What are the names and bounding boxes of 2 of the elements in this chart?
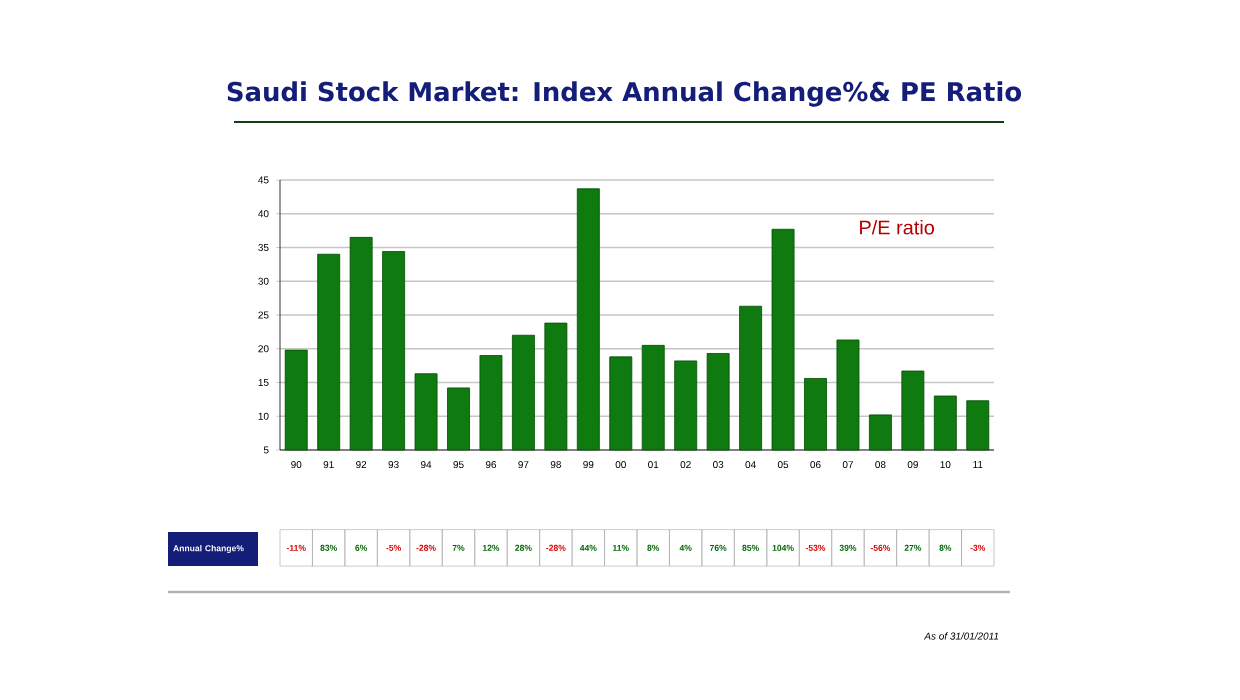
chart-title: Saudi Stock Market: Index Annual Change%& PE Ratio: [227, 81, 1022, 107]
text: P/E ratio: [860, 219, 934, 235]
